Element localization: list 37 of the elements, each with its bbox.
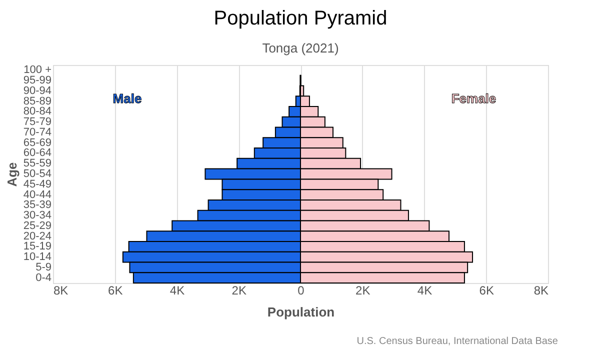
y-tick-label: 0-4 (36, 272, 52, 284)
x-tick-label: 8K (534, 284, 548, 298)
y-tick-label: 35-39 (23, 199, 52, 212)
y-tick-label: 95-99 (23, 74, 52, 87)
x-tick-label: 4K (170, 284, 185, 298)
x-tick-label: 0 (298, 284, 305, 298)
y-tick-label: 5-9 (36, 261, 52, 274)
y-tick-label: 70-74 (23, 126, 52, 138)
y-tick-label: 100 + (24, 64, 52, 76)
chart-subtitle: Tonga (2021) (262, 40, 339, 56)
text: Female (451, 90, 496, 106)
y-tick-label: 10-14 (23, 251, 52, 264)
x-tick-label: 6K (108, 284, 123, 298)
y-tick-label: 15-19 (23, 240, 52, 253)
y-tick-label: 20-24 (23, 230, 52, 242)
y-tick-label: 90-94 (23, 84, 52, 97)
y-axis-title: Age (4, 162, 20, 187)
text: Male (112, 90, 142, 106)
y-tick-label: 85-89 (23, 95, 52, 108)
x-tick-label: 2K (232, 284, 246, 298)
y-tick-label: 40-44 (23, 188, 52, 201)
x-tick-label: 2K (356, 284, 370, 298)
y-tick-label: 80-84 (23, 106, 52, 118)
x-tick-label: 8K (54, 284, 68, 298)
y-tick-label: 55-59 (23, 158, 52, 170)
chart-title: Population Pyramid (214, 8, 388, 30)
y-tick-label: 30-34 (23, 210, 52, 222)
y-tick-label: 75-79 (23, 116, 52, 128)
y-tick-label: 65-69 (23, 136, 52, 149)
x-tick-label: 4K (417, 284, 432, 298)
y-tick-label: 60-64 (23, 147, 52, 160)
text: U.S. Census Bureau, International Data Base (356, 336, 558, 347)
y-tick-label: 25-29 (23, 220, 52, 232)
y-tick-label: 50-54 (23, 168, 52, 180)
y-tick-label: 45-49 (23, 178, 52, 190)
x-tick-label: 6K (479, 284, 494, 298)
x-axis-title: Population (267, 304, 335, 320)
